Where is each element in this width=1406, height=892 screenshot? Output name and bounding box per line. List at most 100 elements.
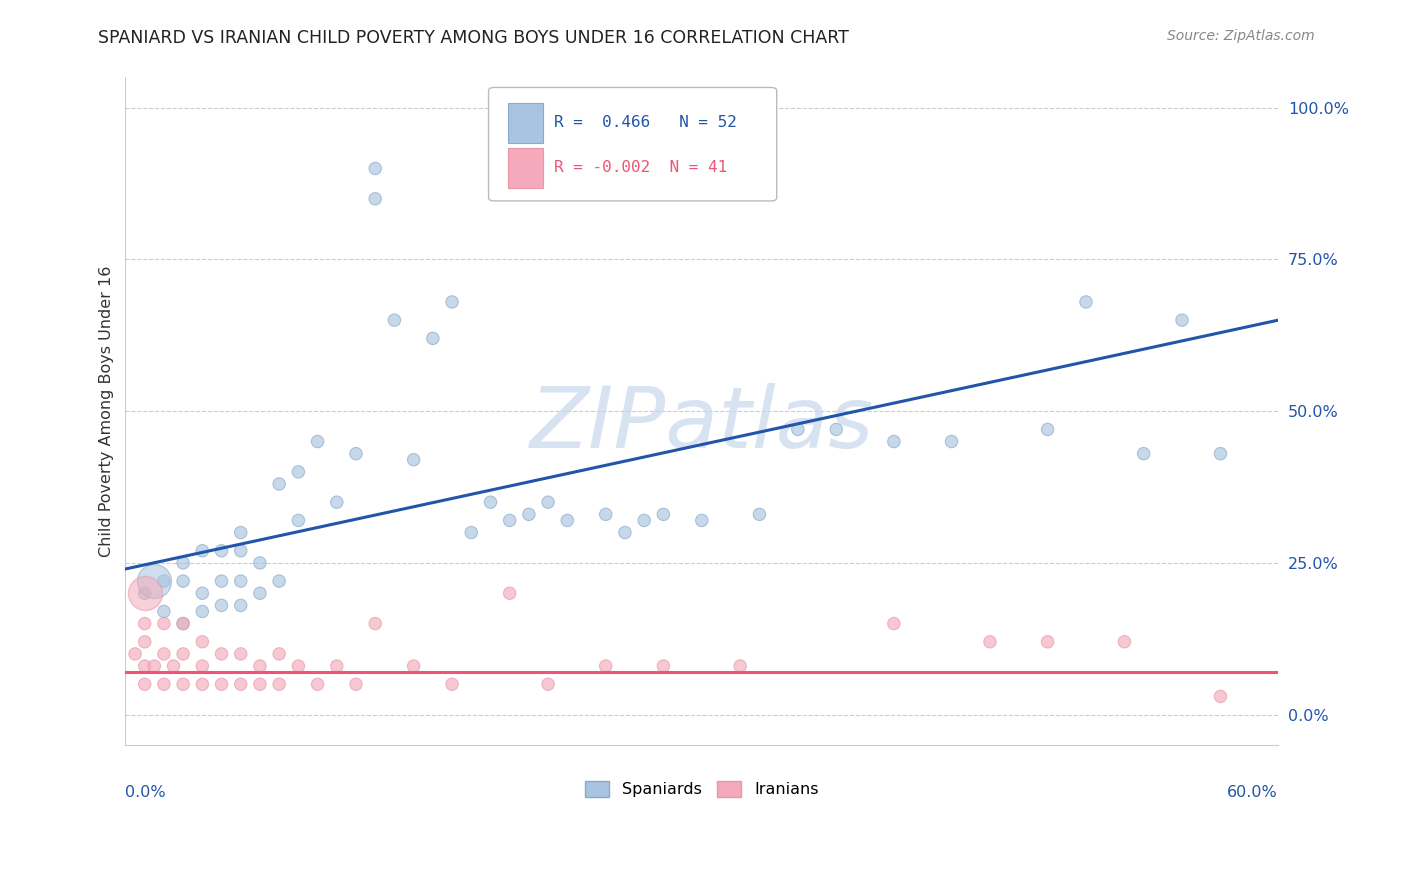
Point [153, 647, 176, 661]
Point [748, 508, 770, 522]
Point [690, 513, 713, 527]
Point [211, 647, 233, 661]
Point [652, 659, 675, 673]
Point [728, 659, 751, 673]
Point [249, 659, 271, 673]
Point [402, 659, 425, 673]
Point [249, 586, 271, 600]
Text: SPANIARD VS IRANIAN CHILD POVERTY AMONG BOYS UNDER 16 CORRELATION CHART: SPANIARD VS IRANIAN CHILD POVERTY AMONG … [98, 29, 849, 47]
Point [460, 525, 482, 540]
Point [153, 616, 176, 631]
Point [422, 331, 444, 345]
Point [364, 192, 387, 206]
Point [229, 574, 252, 588]
Point [825, 422, 848, 436]
Point [595, 659, 617, 673]
Y-axis label: Child Poverty Among Boys Under 16: Child Poverty Among Boys Under 16 [100, 266, 114, 557]
Point [172, 616, 194, 631]
Point [269, 574, 291, 588]
Point [172, 616, 194, 631]
Point [499, 513, 522, 527]
Point [229, 647, 252, 661]
Point [134, 634, 156, 648]
Point [652, 508, 675, 522]
Point [153, 574, 176, 588]
Point [555, 513, 578, 527]
Point [595, 508, 617, 522]
Point [172, 574, 194, 588]
Text: ZIPatlas: ZIPatlas [530, 383, 875, 466]
Point [211, 574, 233, 588]
Point [441, 677, 464, 691]
Point [883, 434, 905, 449]
Point [134, 586, 156, 600]
Point [172, 647, 194, 661]
Point [1074, 295, 1097, 310]
Point [249, 556, 271, 570]
Point [269, 647, 291, 661]
Text: Source: ZipAtlas.com: Source: ZipAtlas.com [1167, 29, 1315, 44]
Point [441, 295, 464, 310]
Point [344, 447, 367, 461]
FancyBboxPatch shape [508, 103, 543, 143]
Point [191, 677, 214, 691]
Point [211, 543, 233, 558]
Point [211, 599, 233, 613]
Point [1114, 634, 1136, 648]
Point [883, 616, 905, 631]
Point [537, 677, 560, 691]
Point [287, 513, 309, 527]
Point [229, 543, 252, 558]
Text: R = -0.002  N = 41: R = -0.002 N = 41 [554, 160, 727, 175]
Point [1209, 690, 1232, 704]
Point [633, 513, 655, 527]
Point [172, 556, 194, 570]
Point [229, 525, 252, 540]
Point [269, 677, 291, 691]
Point [269, 477, 291, 491]
Point [191, 604, 214, 618]
Text: 60.0%: 60.0% [1227, 785, 1278, 800]
FancyBboxPatch shape [508, 147, 543, 187]
Point [191, 659, 214, 673]
Point [364, 616, 387, 631]
Point [326, 659, 349, 673]
Point [134, 586, 156, 600]
Point [143, 574, 166, 588]
Point [1209, 447, 1232, 461]
Point [384, 313, 406, 327]
Point [172, 677, 194, 691]
Point [1036, 634, 1059, 648]
Point [153, 677, 176, 691]
FancyBboxPatch shape [488, 87, 776, 201]
Point [537, 495, 560, 509]
Point [1036, 422, 1059, 436]
Point [134, 659, 156, 673]
Point [229, 677, 252, 691]
Point [307, 677, 329, 691]
Point [249, 677, 271, 691]
Point [287, 465, 309, 479]
Point [402, 452, 425, 467]
Point [479, 495, 502, 509]
Point [979, 634, 1001, 648]
Legend: Spaniards, Iranians: Spaniards, Iranians [578, 774, 825, 804]
Point [134, 677, 156, 691]
Point [941, 434, 963, 449]
Point [307, 434, 329, 449]
Point [613, 525, 636, 540]
Point [162, 659, 184, 673]
Point [364, 161, 387, 176]
Point [143, 659, 166, 673]
Text: 0.0%: 0.0% [125, 785, 166, 800]
Point [1171, 313, 1194, 327]
Point [191, 586, 214, 600]
Point [134, 616, 156, 631]
Point [786, 422, 808, 436]
Point [191, 634, 214, 648]
Point [153, 604, 176, 618]
Point [1132, 447, 1154, 461]
Point [517, 508, 540, 522]
Text: R =  0.466   N = 52: R = 0.466 N = 52 [554, 115, 737, 130]
Point [326, 495, 349, 509]
